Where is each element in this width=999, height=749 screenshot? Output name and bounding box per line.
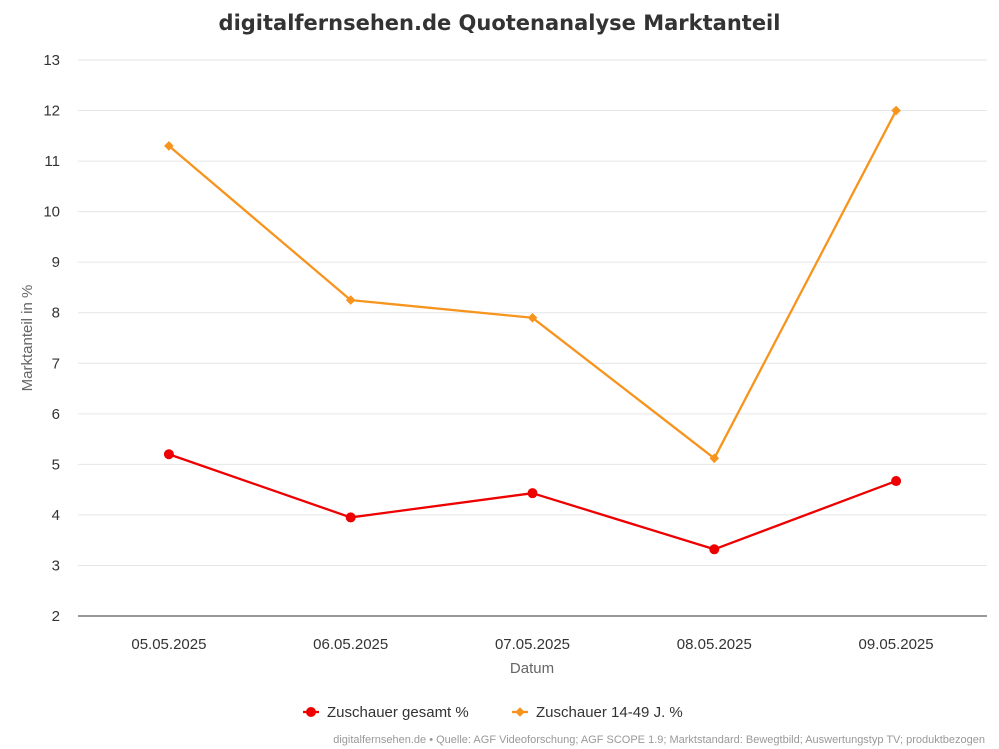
series-1 <box>163 449 902 555</box>
x-tick-label: 09.05.2025 <box>859 636 934 653</box>
x-tick-label: 06.05.2025 <box>313 636 388 653</box>
series-2 <box>164 105 901 464</box>
data-point <box>891 105 901 116</box>
data-point <box>709 453 720 464</box>
x-axis-ticks: 05.05.2025 06.05.2025 07.05.2025 08.05.2025… <box>131 636 933 653</box>
x-axis-title: Datum <box>510 660 554 677</box>
grid-lines <box>78 59 987 617</box>
legend-label: Zuschauer gesamt % <box>327 704 469 721</box>
chart-title: digitalfernsehen.de Quotenanalyse Markta… <box>219 11 781 35</box>
y-tick-label: 6 <box>52 406 60 423</box>
y-tick-label: 11 <box>44 153 60 170</box>
data-point <box>891 476 902 487</box>
series-lines <box>163 105 902 555</box>
y-axis-title: Marktanteil in % <box>19 285 36 392</box>
data-point <box>345 295 356 305</box>
y-tick-label: 4 <box>52 507 60 524</box>
data-point <box>163 449 174 460</box>
legend-symbol <box>515 707 525 717</box>
y-axis-ticks: 2 3 4 5 6 7 8 9 10 11 12 13 <box>43 52 60 625</box>
y-tick-label: 5 <box>52 456 60 473</box>
data-point <box>527 312 538 323</box>
data-point <box>164 141 174 151</box>
x-tick-label: 08.05.2025 <box>677 636 752 653</box>
y-tick-label: 12 <box>43 103 60 120</box>
y-tick-label: 2 <box>52 608 60 625</box>
data-point <box>527 488 538 499</box>
y-tick-label: 8 <box>52 305 60 322</box>
series-line <box>167 453 898 551</box>
legend-item[interactable]: Zuschauer 14-49 J. % <box>512 704 683 721</box>
data-point <box>345 512 356 523</box>
credits: digitalfernsehen.de • Quelle: AGF Videof… <box>333 734 985 746</box>
legend-symbol <box>306 707 316 717</box>
legend: Zuschauer gesamt % Zuschauer 14-49 J. % <box>303 704 683 721</box>
legend-label: Zuschauer 14-49 J. % <box>536 704 683 721</box>
y-tick-label: 9 <box>52 254 60 271</box>
legend-item[interactable]: Zuschauer gesamt % <box>303 704 469 721</box>
series-line <box>167 109 898 460</box>
y-tick-label: 3 <box>52 557 60 574</box>
y-tick-label: 13 <box>43 52 60 69</box>
x-tick-label: 07.05.2025 <box>495 636 570 653</box>
y-tick-label: 7 <box>52 355 60 372</box>
x-tick-label: 05.05.2025 <box>131 636 206 653</box>
y-tick-label: 10 <box>43 204 60 221</box>
data-point <box>709 544 720 555</box>
